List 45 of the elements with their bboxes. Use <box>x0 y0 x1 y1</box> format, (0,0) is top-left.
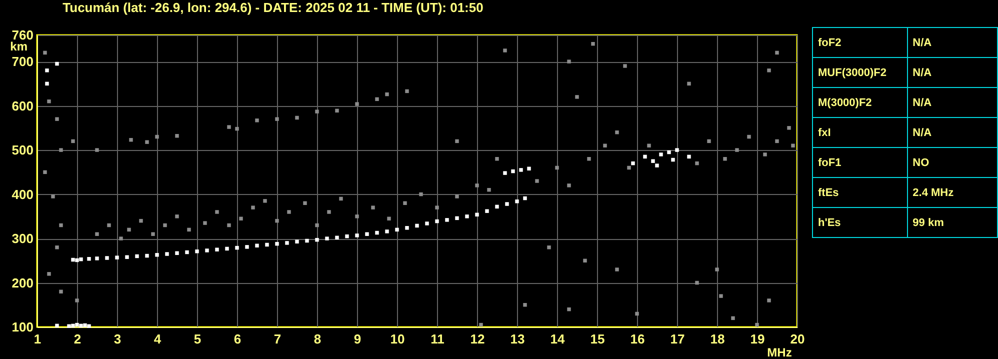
x-tick-label: 6 <box>234 332 242 346</box>
text: N/A <box>912 66 932 78</box>
x-tick-label: 15 <box>590 332 605 346</box>
text: 2.4 MHz <box>912 186 954 198</box>
x-tick-label: 3 <box>114 332 122 346</box>
category-label: M(3000)F2 <box>812 88 908 118</box>
x-tick-label: 20 <box>790 332 805 346</box>
category-label: h'Es <box>812 208 908 238</box>
x-tick-label: 9 <box>354 332 362 346</box>
y-tick-label: 760 <box>12 28 34 42</box>
x-tick-label: 11 <box>430 332 444 346</box>
x-tick-label: 4 <box>154 332 162 346</box>
y-tick-label: 100 <box>12 320 34 334</box>
x-tick-label: 2 <box>74 332 82 346</box>
chart-title: Tucumán (lat: -26.9, lon: 294.6) - DATE: 2025 02 11 - TIME (UT): 01:50 <box>62 0 484 15</box>
x-axis-title: MHz <box>767 346 792 359</box>
x-tick-label: 13 <box>510 332 525 346</box>
category-label: foF1 <box>812 148 908 178</box>
x-tick-label: 16 <box>630 332 645 346</box>
x-tick-label: 1 <box>34 332 42 346</box>
x-tick-label: 14 <box>550 332 566 346</box>
x-tick-label: 19 <box>750 332 765 346</box>
y-tick-label: 700 <box>12 54 34 70</box>
text: 99 km <box>912 216 944 228</box>
text: NO <box>912 156 930 168</box>
x-tick-label: 12 <box>470 332 485 346</box>
y-tick-label: 400 <box>12 186 34 202</box>
category-label: fxI <box>812 118 908 148</box>
x-tick-label: 5 <box>194 332 202 346</box>
x-tick-label: 18 <box>710 332 725 346</box>
y-tick-label: 200 <box>12 275 34 290</box>
text: N/A <box>912 126 932 138</box>
text: N/A <box>912 36 932 48</box>
x-tick-label: 17 <box>670 332 685 346</box>
x-tick-label: 10 <box>390 332 405 346</box>
category-label: MUF(3000)F2 <box>812 58 908 88</box>
y-tick-label: 500 <box>12 142 34 158</box>
category-label: ftEs <box>812 178 908 208</box>
x-tick-label: 8 <box>314 332 322 346</box>
category-label: foF2 <box>812 28 908 58</box>
y-axis-title: km <box>10 40 28 54</box>
y-tick-label: 300 <box>12 231 34 246</box>
x-tick-label: 7 <box>274 332 282 346</box>
text: N/A <box>912 96 932 108</box>
y-tick-label: 600 <box>12 98 34 114</box>
